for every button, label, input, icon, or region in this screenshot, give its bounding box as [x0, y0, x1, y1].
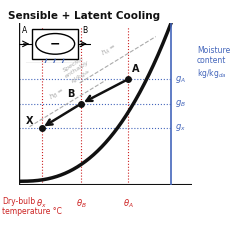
Text: Moisture
content
kg/kg$_{da}$: Moisture content kg/kg$_{da}$: [197, 46, 230, 80]
Circle shape: [36, 34, 75, 54]
Text: A: A: [22, 27, 27, 36]
Text: Dry-bulb
temperature °C: Dry-bulb temperature °C: [2, 197, 62, 216]
Text: $h_B=$: $h_B=$: [48, 85, 67, 103]
Text: $\theta_A$: $\theta_A$: [123, 198, 133, 210]
Text: A: A: [132, 64, 139, 74]
Text: X: X: [25, 116, 33, 126]
Text: $\theta_B$: $\theta_B$: [76, 198, 87, 210]
Bar: [32, 29, 78, 59]
Text: Sensible + Latent Cooling: Sensible + Latent Cooling: [8, 11, 160, 21]
Text: B: B: [67, 89, 74, 99]
Text: B: B: [83, 27, 88, 36]
Text: $g_x$: $g_x$: [175, 122, 186, 133]
Text: $g_B$: $g_B$: [175, 98, 186, 109]
Text: $\theta_x$: $\theta_x$: [36, 198, 47, 210]
Text: −: −: [50, 37, 60, 50]
Text: $g_A$: $g_A$: [175, 74, 186, 85]
Text: Specific
enthalpy
kJ/kg$_{da}$: Specific enthalpy kJ/kg$_{da}$: [60, 55, 95, 88]
Text: $h_A=$: $h_A=$: [99, 41, 119, 59]
